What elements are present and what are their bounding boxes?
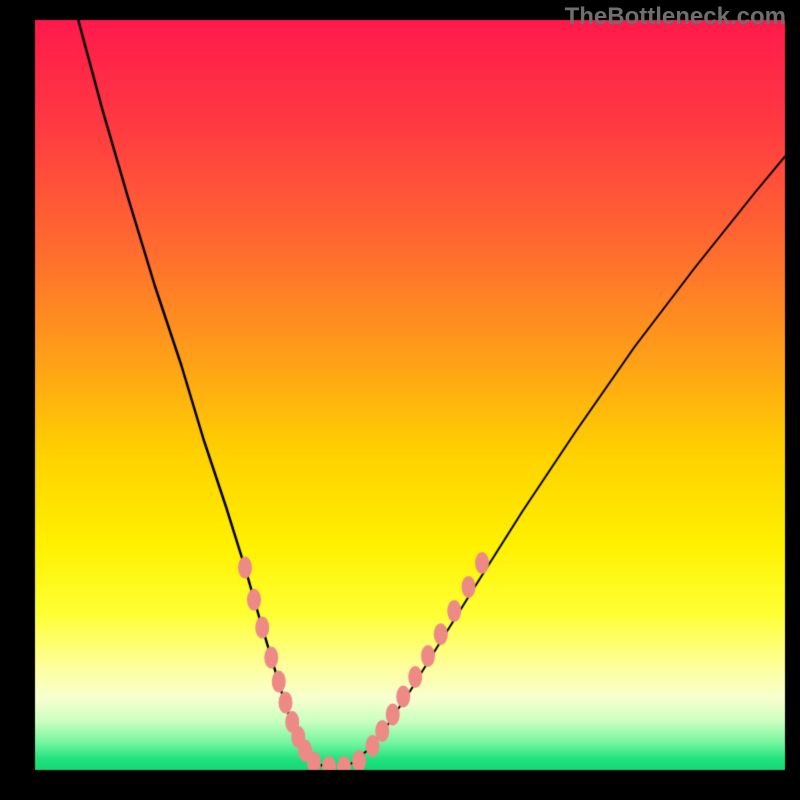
chart-stage: TheBottleneck.com [0,0,800,800]
watermark-text: TheBottleneck.com [565,3,786,31]
bottleneck-chart-canvas [0,0,800,800]
